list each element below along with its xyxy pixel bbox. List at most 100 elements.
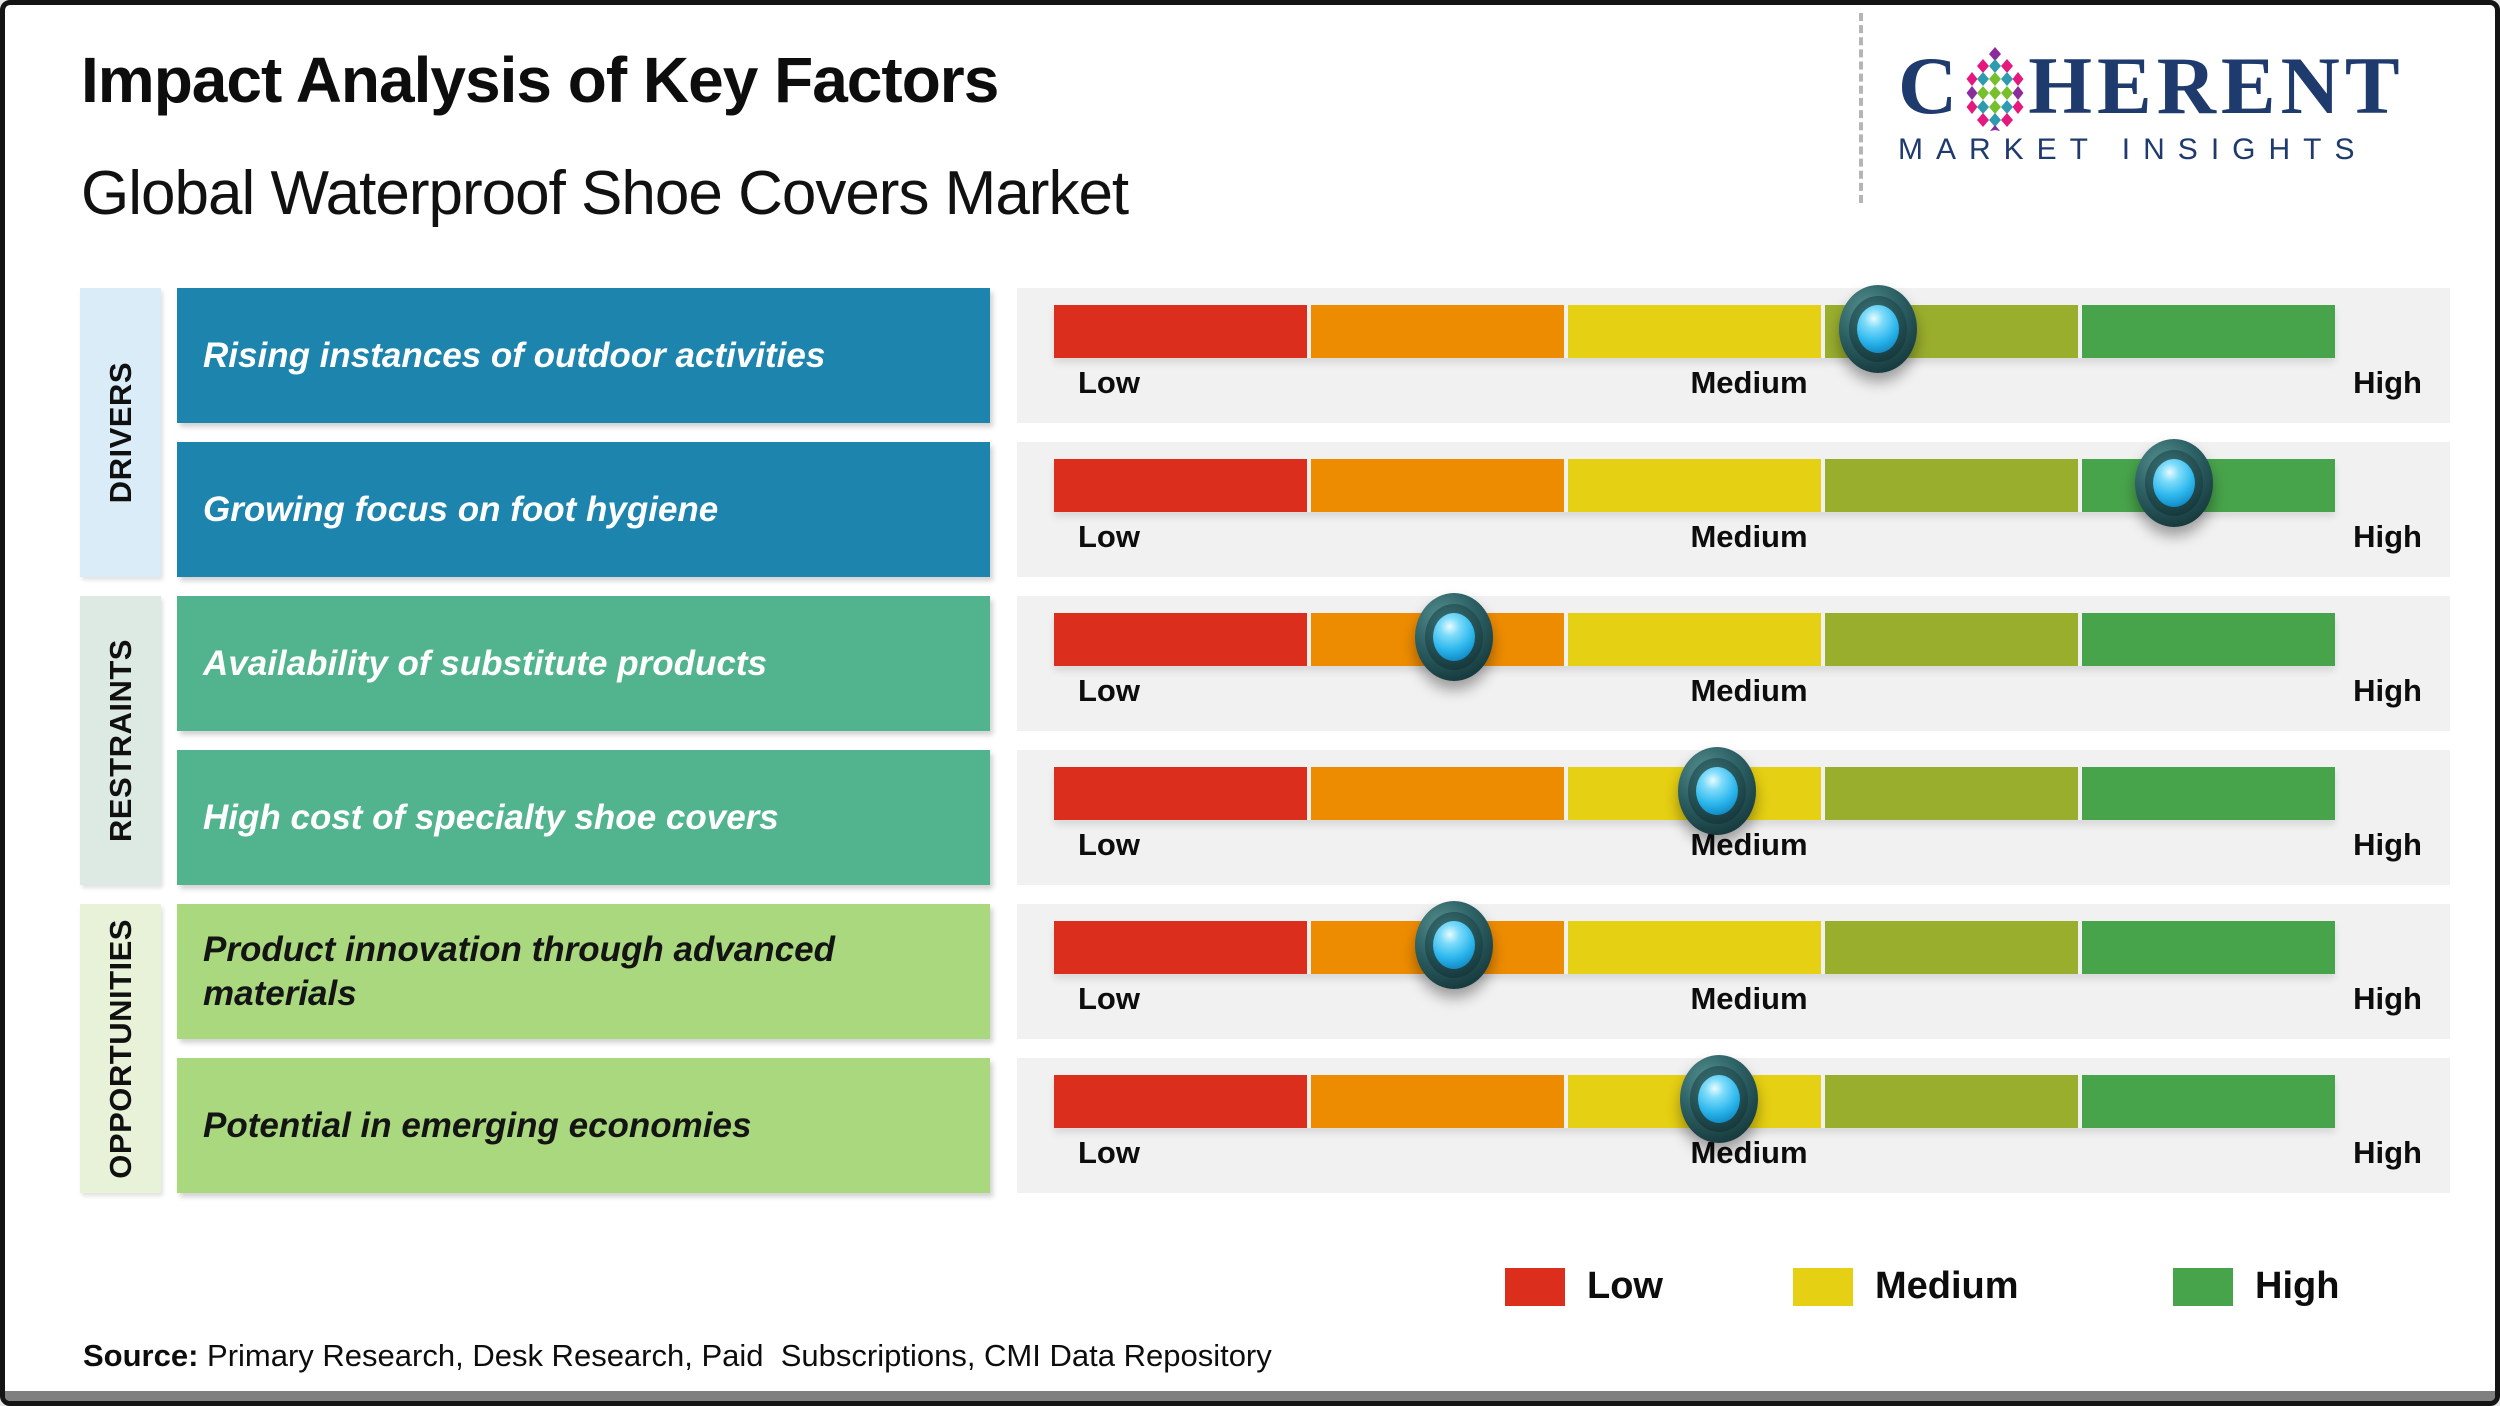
impact-scale: Low Medium High [1017,1055,2450,1193]
marker-inner-ring [1690,1066,1749,1132]
marker-outer-ring [1414,593,1493,681]
scale-segment-mid-high [1825,921,2078,974]
factor-label: Product innovation through advanced mate… [203,929,835,1013]
scale-label-high: High [2353,827,2422,862]
marker-gem-icon [1695,767,1738,815]
category-label: DRIVERS [102,361,138,504]
impact-scale-track [1054,305,2335,358]
impact-marker[interactable] [2134,439,2215,531]
scale-label-low: Low [1078,981,1140,1016]
scale-label-high: High [2353,1135,2422,1170]
source-label: Source: [83,1338,199,1373]
category-band-opportunities: OPPORTUNITIES [80,904,161,1193]
scale-segment-high [2082,305,2335,358]
scale-segment-high [2082,613,2335,666]
category-label: OPPORTUNITIES [102,918,138,1179]
impact-scale: Low Medium High [1017,747,2450,885]
company-logo: C [1898,39,2478,167]
impact-scale-track [1054,613,2335,666]
factor-label: Availability of substitute products [203,643,767,683]
scale-segment-low [1054,613,1307,666]
marker-gem-icon [1856,305,1899,353]
scale-segment-low-mid [1311,459,1564,512]
scale-segment-low [1054,305,1307,358]
impact-marker[interactable] [1414,593,1495,685]
impact-matrix: DRIVERS RESTRAINTS OPPORTUNITIES Rising … [80,285,2450,1193]
impact-scale: Low Medium High [1017,439,2450,577]
legend-swatch-medium [1793,1267,1853,1306]
scale-label-high: High [2353,519,2422,554]
scale-segment-high [2082,767,2335,820]
impact-marker[interactable] [1414,901,1495,993]
scale-segment-low [1054,921,1307,974]
legend-item-high: High [2173,1265,2339,1308]
marker-outer-ring [1414,901,1493,989]
scale-segment-low-mid [1311,767,1564,820]
scale-label-medium: Medium [1690,981,1808,1016]
factor-box: High cost of specialty shoe covers [177,750,990,885]
marker-gem-icon [1432,921,1475,969]
legend-swatch-low [1505,1267,1565,1306]
scale-segment-mid-high [1825,767,2078,820]
category-label: RESTRAINTS [102,638,138,843]
scale-label-low: Low [1078,827,1140,862]
marker-outer-ring [1680,1055,1759,1143]
impact-scale: Low Medium High [1017,285,2450,423]
legend-swatch-high [2173,1267,2233,1306]
scale-label-low: Low [1078,673,1140,708]
factor-box: Potential in emerging economies [177,1058,990,1193]
marker-gem-icon [1432,613,1475,661]
marker-gem-icon [2152,459,2195,507]
page-subtitle: Global Waterproof Shoe Covers Market [81,159,1129,228]
scale-label-low: Low [1078,1135,1140,1170]
logo-tagline: MARKET INSIGHTS [1898,133,2368,166]
marker-outer-ring [1677,747,1756,835]
logo-letter-c: C [1898,40,1963,131]
scale-label-low: Low [1078,519,1140,554]
factor-box: Rising instances of outdoor activities [177,288,990,423]
scale-label-high: High [2353,981,2422,1016]
factor-label: Rising instances of outdoor activities [203,335,826,375]
scale-segment-mid-high [1825,459,2078,512]
scale-segment-low [1054,1075,1307,1128]
impact-marker[interactable] [1838,285,1919,377]
scale-label-high: High [2353,673,2422,708]
legend-label-high: High [2255,1265,2340,1307]
scale-segment-low-mid [1311,1075,1564,1128]
impact-marker[interactable] [1677,747,1758,839]
scale-segment-low-mid [1311,305,1564,358]
scale-segment-mid [1568,305,1821,358]
source-text: Primary Research, Desk Research, Paid Su… [198,1338,1272,1373]
category-band-drivers: DRIVERS [80,288,161,577]
scale-segment-low [1054,459,1307,512]
scale-segment-high [2082,1075,2335,1128]
impact-scale-track [1054,921,2335,974]
bottom-border-strip [5,1391,2495,1401]
scale-segment-mid [1568,613,1821,666]
legend-label-low: Low [1587,1265,1663,1307]
scale-label-medium: Medium [1690,365,1808,400]
impact-scale: Low Medium High [1017,901,2450,1039]
factor-label: High cost of specialty shoe covers [203,797,779,837]
factor-box: Product innovation through advanced mate… [177,904,990,1039]
scale-label-low: Low [1078,365,1140,400]
marker-inner-ring [1687,758,1746,824]
marker-gem-icon [1698,1075,1741,1123]
scale-label-high: High [2353,365,2422,400]
marker-inner-ring [1424,604,1483,670]
logo-brand-text: C [1898,39,2478,131]
factor-label: Potential in emerging economies [203,1105,752,1145]
category-band-restraints: RESTRAINTS [80,596,161,885]
legend-label-medium: Medium [1875,1265,2019,1307]
source-note: Source: Primary Research, Desk Research,… [83,1338,1272,1374]
impact-marker[interactable] [1680,1055,1760,1147]
scale-label-medium: Medium [1690,673,1808,708]
scale-segment-mid-high [1825,613,2078,666]
factor-label: Growing focus on foot hygiene [203,489,719,529]
marker-inner-ring [2144,450,2203,516]
scale-segment-high [2082,921,2335,974]
marker-inner-ring [1848,296,1907,362]
legend-item-low: Low [1505,1265,1663,1308]
logo-brand-rest: HERENT [2028,40,2405,131]
